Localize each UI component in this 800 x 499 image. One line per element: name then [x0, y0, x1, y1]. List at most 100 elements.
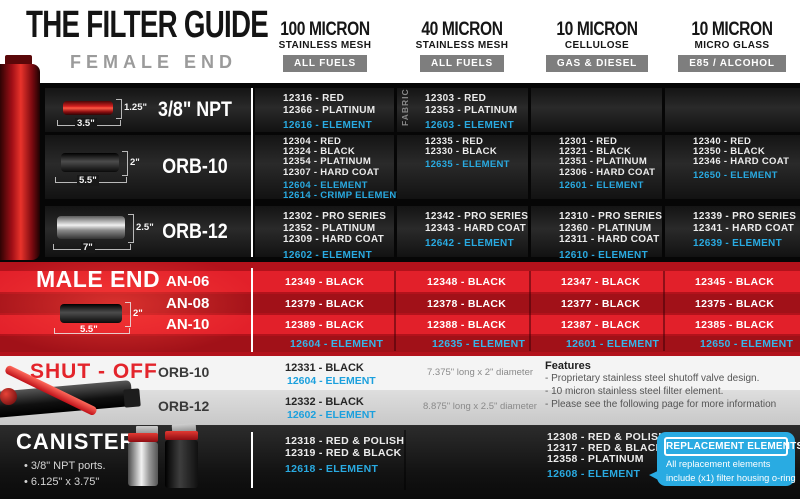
parts-group: 12339 - PRO SERIES 12341 - HARD COAT: [693, 211, 800, 234]
parts-cell: 12335 - RED 12330 - BLACK 12635 - ELEMENT: [397, 135, 528, 199]
parts-group: 12308 - RED & POLISH 12317 - RED & BLACK 1…: [547, 432, 666, 465]
fabric-note: FABRIC: [400, 88, 410, 126]
size-note: 7.375" long x 2" diameter: [426, 367, 534, 378]
row-label-cell: 1.25" 3.5" 3/8" NPT: [45, 88, 251, 132]
part-number: 12308 - RED & POLISH: [547, 431, 667, 443]
female-row-npt: 1.25" 3.5" 3/8" NPT 12316 - RED 12366 - P…: [45, 88, 800, 132]
parts-cell: 12339 - PRO SERIES 12341 - HARD COAT 12639…: [665, 206, 800, 257]
parts-group: 12310 - PRO SERIES 12360 - PLATINUM 12311 …: [559, 211, 662, 246]
part-number: 12301 - RED: [559, 136, 618, 147]
column-divider: [404, 430, 406, 490]
canister-photo-cap: [165, 431, 198, 440]
micron-rating: 40 MICRON: [421, 19, 503, 40]
features-block: Features - Proprietary stainless steel s…: [545, 360, 776, 411]
element-part-number: 12602 - ELEMENT: [287, 409, 376, 421]
micron-rating: 100 MICRON: [280, 19, 370, 40]
callout-text: include (x1) filter housing o-ring: [666, 472, 796, 483]
dimension-length: 5.5": [77, 175, 99, 186]
elements-group: 12635 - ELEMENT: [425, 160, 528, 170]
part-number: 12378 - BLACK: [427, 297, 507, 310]
part-number: 12385 - BLACK: [695, 318, 775, 331]
part-number: 12302 - PRO SERIES: [283, 211, 387, 222]
dimension-length: 7": [81, 242, 95, 253]
callout-tail: [649, 469, 662, 482]
female-end-subtitle: FEMALE END: [70, 52, 237, 72]
parts-cell-empty: [665, 88, 800, 132]
fuel-badge: GAS & DIESEL: [545, 55, 649, 72]
feature-item: - 10 micron stainless steel filter eleme…: [545, 386, 724, 397]
dimension-line: [116, 99, 122, 119]
callout-text: All replacement elements: [666, 459, 771, 469]
canister-photo-black: [165, 440, 198, 488]
parts-cell: 12342 - PRO SERIES 12343 - HARD COAT 12642…: [397, 206, 528, 257]
column-divider: [529, 271, 531, 351]
element-part-number: 12608 - ELEMENT: [547, 468, 641, 480]
part-number: 12387 - BLACK: [561, 318, 641, 331]
micron-rating: 10 MICRON: [556, 19, 638, 40]
parts-group: 12303 - RED 12353 - PLATINUM: [425, 93, 528, 116]
part-number: 12335 - RED: [425, 136, 484, 147]
canister-spec: • 6.125" x 3.75": [24, 476, 100, 488]
parts-cell: 12302 - PRO SERIES 12352 - PLATINUM 12309 …: [255, 206, 394, 261]
part-number: 12350 - BLACK: [693, 146, 766, 158]
part-number: 12348 - BLACK: [427, 275, 507, 288]
dimension-length: 3.5": [75, 118, 97, 129]
shutoff-valve-photo: [123, 388, 141, 408]
shutoff-valve-pivot: [0, 388, 17, 405]
dimension-line: [125, 302, 131, 327]
elements-group: 12603 - ELEMENT: [425, 120, 528, 132]
red-filter-photo: [0, 64, 40, 260]
part-number: 12354 - PLATINUM: [283, 156, 372, 168]
parts-cell-empty: [531, 88, 662, 132]
part-number: 12341 - HARD COAT: [693, 222, 795, 234]
part-number: 12310 - PRO SERIES: [559, 211, 663, 222]
part-number: 12332 - BLACK: [285, 396, 364, 408]
parts-cell: 12316 - RED 12366 - PLATINUM 12616 - ELEME…: [255, 88, 394, 132]
part-number: 12375 - BLACK: [695, 297, 775, 310]
column-divider: [663, 271, 665, 351]
part-number: 12340 - RED: [693, 136, 752, 147]
female-row-orb10: 2" 5.5" ORB-10 12304 - RED 12324 - BLACK 1…: [45, 135, 800, 201]
parts-group: 12335 - RED 12330 - BLACK: [425, 136, 528, 157]
elements-group: 12602 - ELEMENT: [283, 250, 394, 262]
elements-group: 12616 - ELEMENT: [283, 120, 394, 132]
part-number: 12311 - HARD COAT: [559, 234, 660, 245]
canister-photo-cap: [128, 433, 158, 442]
element-part-number: 12604 - ELEMENT: [287, 375, 376, 387]
element-part-number: 12635 - ELEMENT: [425, 159, 510, 171]
element-part-number: 12601 - ELEMENT: [566, 338, 660, 350]
parts-cell: 12310 - PRO SERIES 12360 - PLATINUM 12311 …: [531, 206, 662, 261]
part-number: 12331 - BLACK: [285, 362, 364, 374]
filter-illustration: [60, 304, 122, 323]
parts-group: 12316 - RED 12366 - PLATINUM: [283, 93, 394, 116]
column-divider: [394, 271, 396, 351]
features-title: Features: [545, 360, 591, 372]
element-part-number: 12604 - ELEMENT: [290, 338, 384, 350]
parts-group: 12304 - RED 12324 - BLACK 12354 - PLATINUM…: [283, 136, 394, 178]
part-number: 12309 - HARD COAT: [283, 234, 385, 245]
filter-illustration: [63, 101, 113, 115]
dimension-height: 1.25": [124, 102, 147, 113]
elements-group: 12610 - ELEMENT: [559, 250, 662, 262]
row-label-cell: 2" 5.5" ORB-10: [45, 135, 251, 199]
canister-photo-polish: [128, 442, 158, 486]
element-part-number: 12603 - ELEMENT: [425, 120, 514, 131]
male-end-section: 12349 - BLACK 12348 - BLACK 12347 - BLAC…: [0, 262, 800, 356]
feature-item: - Proprietary stainless steel shutoff va…: [545, 373, 760, 384]
part-number: 12388 - BLACK: [427, 318, 507, 331]
part-number: 12316 - RED: [283, 93, 345, 104]
shutoff-heading: SHUT - OFF: [30, 360, 158, 383]
parts-cell: FABRIC 12303 - RED 12353 - PLATINUM 12603 …: [397, 88, 528, 132]
element-part-number: 12639 - ELEMENT: [693, 238, 782, 249]
dimension-height: 2": [130, 157, 140, 168]
dimension-height: 2": [133, 308, 143, 319]
element-part-number: 12618 - ELEMENT: [285, 463, 379, 475]
part-number: 12349 - BLACK: [285, 275, 365, 288]
an-size-label: AN-10: [166, 316, 210, 333]
dimension-line: [122, 151, 128, 176]
column-header-100-micron: 100 MICRON STAINLESS MESH ALL FUELS: [250, 20, 400, 72]
element-part-number: 12635 - ELEMENT: [432, 338, 526, 350]
dimension-length: 5.5": [80, 324, 98, 335]
part-number: 12379 - BLACK: [285, 297, 365, 310]
label-column-divider: [251, 268, 253, 352]
